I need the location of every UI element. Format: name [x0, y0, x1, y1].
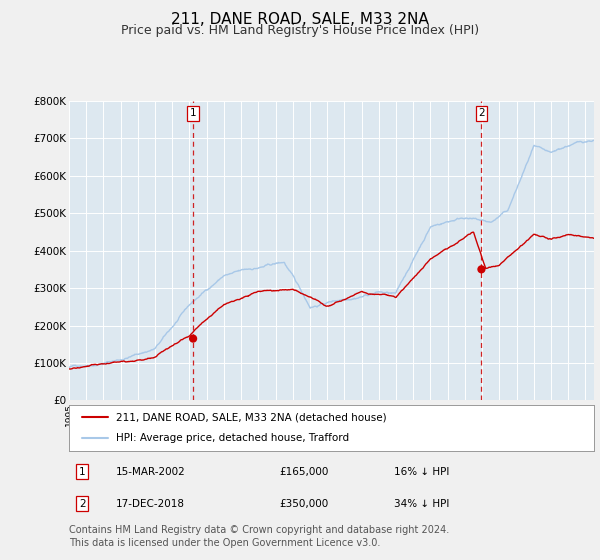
Text: 2: 2	[79, 499, 85, 509]
Text: £165,000: £165,000	[279, 466, 328, 477]
Text: 211, DANE ROAD, SALE, M33 2NA (detached house): 211, DANE ROAD, SALE, M33 2NA (detached …	[116, 412, 387, 422]
Text: 34% ↓ HPI: 34% ↓ HPI	[395, 499, 450, 509]
Text: 1: 1	[190, 108, 196, 118]
Text: 1: 1	[79, 466, 85, 477]
Text: 211, DANE ROAD, SALE, M33 2NA: 211, DANE ROAD, SALE, M33 2NA	[171, 12, 429, 27]
Text: 2: 2	[478, 108, 485, 118]
Text: 16% ↓ HPI: 16% ↓ HPI	[395, 466, 450, 477]
Text: Price paid vs. HM Land Registry's House Price Index (HPI): Price paid vs. HM Land Registry's House …	[121, 24, 479, 37]
Text: HPI: Average price, detached house, Trafford: HPI: Average price, detached house, Traf…	[116, 433, 349, 444]
Text: Contains HM Land Registry data © Crown copyright and database right 2024.
This d: Contains HM Land Registry data © Crown c…	[69, 525, 449, 548]
Text: 17-DEC-2018: 17-DEC-2018	[116, 499, 185, 509]
Text: 15-MAR-2002: 15-MAR-2002	[116, 466, 186, 477]
Point	[188, 334, 198, 343]
Text: £350,000: £350,000	[279, 499, 328, 509]
Point	[476, 265, 486, 274]
